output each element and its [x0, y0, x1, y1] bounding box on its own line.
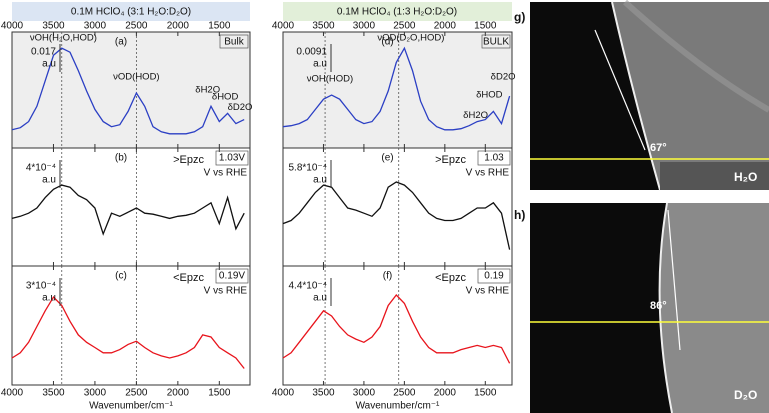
x-tick-label: 3000: [84, 21, 107, 32]
scale-label: 3*10⁻⁴: [26, 281, 56, 292]
spectrum: [282, 181, 511, 250]
panel-label: (b): [115, 153, 127, 164]
liquid: D₂O: [734, 388, 757, 402]
photo: [530, 0, 769, 191]
panel-label: (f): [383, 271, 392, 282]
x-tick-label: 3500: [312, 21, 335, 32]
scale-label: a.u: [313, 59, 327, 70]
potential-unit: V vs RHE: [466, 286, 510, 297]
annotation: δD2O: [491, 71, 516, 82]
header: 0.1M HClO₄ (1:3 H₂O:D₂O): [337, 7, 457, 18]
potential-box: [477, 268, 511, 284]
photo-label: h): [514, 208, 525, 222]
x-tick-label: 4000: [272, 21, 295, 32]
panel: [282, 147, 513, 267]
potential: 1.03V: [219, 153, 245, 164]
x-axis-title: Wavenumber/cm⁻¹: [89, 401, 173, 412]
angle: 67°: [650, 142, 667, 154]
x-tick-label: 2500: [393, 21, 416, 32]
x-tick-label: 4000: [1, 388, 24, 399]
x-tick-label: 3500: [42, 21, 65, 32]
scale-label: 4.4*10⁻⁴: [289, 281, 328, 292]
potential: 1.03: [484, 153, 504, 164]
x-tick-label: 1500: [474, 388, 497, 399]
scale-label: a.u: [313, 293, 327, 304]
x-tick-label: 1500: [208, 21, 231, 32]
annotation: δHOD: [212, 92, 239, 103]
spectrum: [11, 184, 245, 236]
potential-box: [477, 150, 511, 166]
annotation: δH2O: [195, 85, 220, 96]
x-tick-label: 3000: [353, 388, 376, 399]
spectrum: [11, 296, 245, 369]
x-tick-label: 2000: [434, 21, 457, 32]
photo-label: g): [514, 10, 525, 24]
photo: [530, 202, 769, 413]
panel: [282, 31, 513, 149]
condition: >Epzc: [435, 154, 466, 166]
header: 0.1M HClO₄ (3:1 H₂O:D₂O): [71, 7, 191, 18]
x-tick-label: 2500: [393, 388, 416, 399]
x-tick-label: 2000: [434, 388, 457, 399]
condition: >Epzc: [173, 154, 204, 166]
scale-label: 0.017: [31, 47, 56, 58]
spectrum: [11, 47, 245, 135]
potential-box: [215, 150, 249, 166]
panel-label: (e): [381, 153, 393, 164]
corner-box: [481, 34, 511, 49]
panel: [11, 147, 251, 267]
angle: 86°: [650, 300, 667, 312]
x-tick-label: 3500: [312, 388, 335, 399]
x-axis-title: Wavenumber/cm⁻¹: [356, 401, 440, 412]
spectrum: [282, 46, 511, 131]
liquid: H₂O: [734, 170, 757, 184]
panel-label: (c): [115, 271, 127, 282]
scale-label: a.u: [42, 59, 56, 70]
spectrum: [282, 294, 511, 364]
annotation: νOD(HOD): [113, 71, 159, 82]
potential-unit: V vs RHE: [204, 168, 248, 179]
x-tick-label: 3000: [353, 21, 376, 32]
scale-label: 5.8*10⁻⁴: [289, 163, 328, 174]
panel: [282, 265, 513, 386]
condition: <Epzc: [435, 272, 466, 284]
corner-box: [219, 34, 249, 49]
potential-box: [215, 268, 249, 284]
x-tick-label: 2500: [125, 21, 148, 32]
annotation: νOD(D₂O,HOD): [377, 33, 444, 44]
corner-label: BULK: [483, 37, 509, 48]
x-tick-label: 2500: [125, 388, 148, 399]
condition: <Epzc: [173, 272, 204, 284]
panel: [11, 31, 251, 149]
potential: 0.19V: [219, 271, 245, 282]
scale-label: a.u: [42, 175, 56, 186]
scale-label: a.u: [42, 293, 56, 304]
scale-label: a.u: [313, 175, 327, 186]
annotation: δD2O: [228, 102, 253, 113]
potential: 0.19: [484, 271, 504, 282]
x-tick-label: 3500: [42, 388, 65, 399]
annotation: δH2O: [463, 110, 488, 121]
panel: [11, 265, 251, 386]
panel-label: (a): [115, 37, 127, 48]
x-tick-label: 2000: [167, 21, 190, 32]
x-tick-label: 3000: [84, 388, 107, 399]
header-box: [12, 2, 250, 21]
panel-label: (d): [381, 37, 393, 48]
header-box: [283, 2, 512, 21]
annotation: νOH(H₂O,HOD): [30, 33, 97, 44]
x-tick-label: 1500: [474, 21, 497, 32]
annotation: δHOD: [476, 90, 503, 101]
potential-unit: V vs RHE: [204, 286, 248, 297]
x-tick-label: 1500: [208, 388, 231, 399]
x-tick-label: 4000: [272, 388, 295, 399]
potential-unit: V vs RHE: [466, 168, 510, 179]
scale-label: 0.0091: [296, 47, 327, 58]
scale-label: 4*10⁻⁴: [26, 163, 56, 174]
annotation: νOH(HOD): [307, 73, 353, 84]
x-tick-label: 2000: [167, 388, 190, 399]
x-tick-label: 4000: [1, 21, 24, 32]
corner-label: Bulk: [224, 37, 244, 48]
